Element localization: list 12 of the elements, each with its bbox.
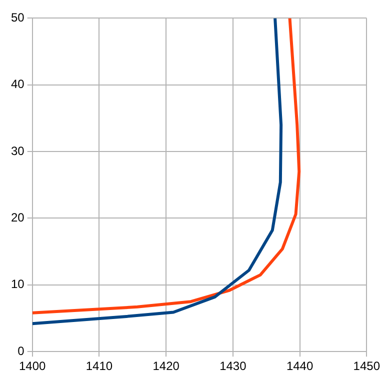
- y-tick-label: 20: [10, 210, 25, 225]
- y-tick-label: 30: [10, 144, 25, 158]
- x-tick-label: 1420: [152, 359, 180, 374]
- y-tick-label: 50: [10, 10, 25, 25]
- x-tick-label: 1430: [220, 359, 247, 374]
- x-tick-label: 1450: [353, 359, 380, 374]
- y-tick-label: 40: [10, 77, 25, 92]
- x-tick-label: 1410: [86, 359, 113, 374]
- x-tick-label: 1400: [18, 359, 46, 374]
- y-tick-label: 0: [18, 344, 25, 358]
- x-tick-label: 1440: [286, 359, 314, 374]
- y-tick-label: 10: [10, 277, 25, 292]
